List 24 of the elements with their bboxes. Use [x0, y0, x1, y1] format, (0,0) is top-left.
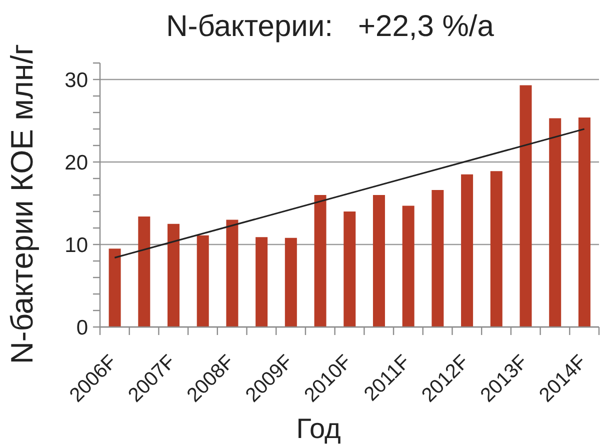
bar [549, 118, 562, 327]
bar [168, 224, 180, 327]
y-tick-label: 0 [76, 316, 88, 340]
bar [314, 195, 326, 327]
y-tick-label: 30 [64, 68, 88, 92]
bar [284, 238, 297, 327]
bar [108, 248, 121, 327]
bar [402, 206, 414, 327]
bar [490, 171, 502, 327]
bar [432, 190, 444, 327]
bar [226, 220, 238, 327]
bar [520, 85, 532, 327]
chart-title: N-бактерии: +22,3 %/a [165, 9, 495, 45]
y-tick-label: 20 [64, 151, 88, 174]
bar [344, 212, 356, 327]
bar [578, 117, 590, 327]
x-axis-title: Год [296, 413, 341, 444]
y-axis-title: N-бактерии КОЕ млн/г [4, 44, 40, 364]
bar [138, 216, 150, 327]
bar [256, 237, 268, 327]
bar [461, 174, 474, 327]
y-tick-label: 10 [64, 234, 88, 257]
bar [372, 195, 385, 327]
bar [196, 235, 209, 327]
